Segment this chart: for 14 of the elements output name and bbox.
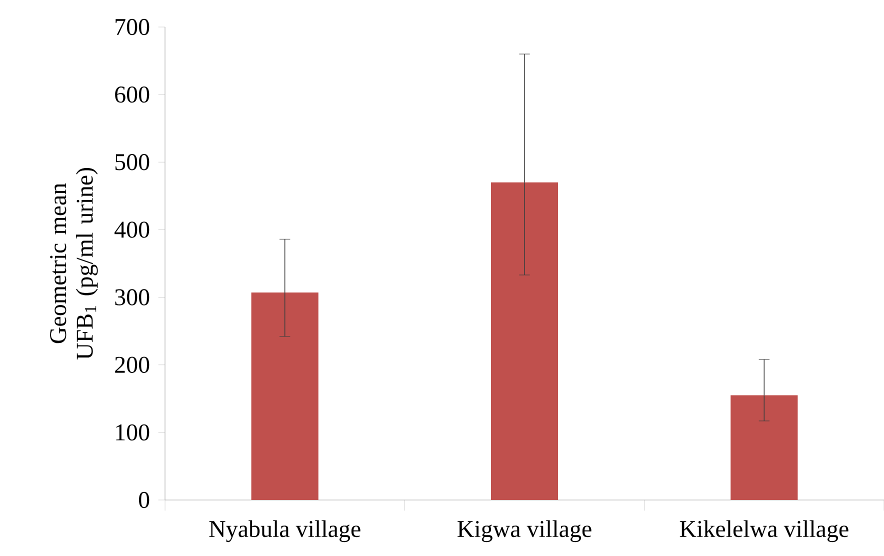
x-tick-label: Kikelelwa village — [680, 520, 848, 542]
x-tick-label: Nyabula village — [209, 520, 360, 542]
y-tick-label: 400 — [114, 222, 150, 238]
x-tick-label: Kigwa village — [458, 520, 592, 542]
y-tick-label: 500 — [115, 154, 150, 170]
y-tick-label: 100 — [116, 424, 150, 441]
y-tick-label: 300 — [115, 289, 150, 306]
y-tick-label: 700 — [116, 18, 150, 36]
y-tick-label: 600 — [115, 86, 150, 103]
bar — [251, 292, 318, 500]
y-tick-label: 0 — [138, 492, 150, 508]
bar — [730, 395, 798, 500]
y-tick-label: 200 — [115, 356, 150, 373]
bar — [490, 182, 558, 500]
